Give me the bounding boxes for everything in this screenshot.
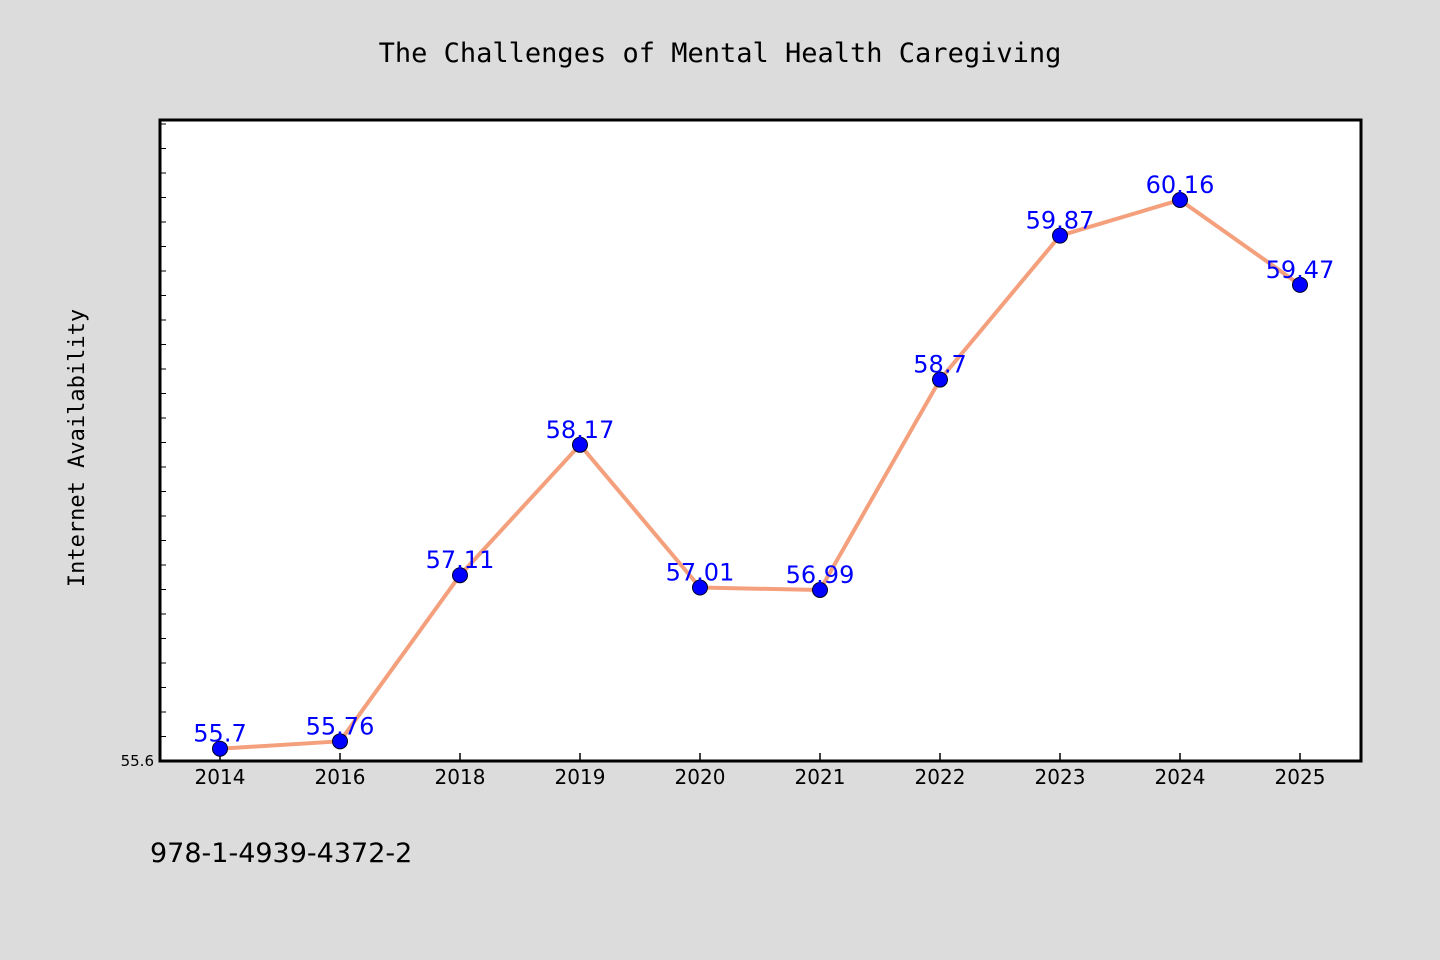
- plot-area: [160, 120, 1361, 761]
- data-label: 59.47: [1266, 256, 1335, 284]
- data-label: 55.76: [306, 712, 375, 740]
- data-label: 58.7: [913, 351, 966, 379]
- y-axis-label: Internet Availability: [65, 309, 90, 587]
- data-label: 59.87: [1026, 207, 1095, 235]
- data-point: [332, 733, 348, 750]
- x-tick-label: 2025: [1275, 765, 1326, 789]
- data-point: [452, 567, 468, 584]
- data-label: 57.11: [426, 546, 495, 574]
- data-label: 58.17: [546, 416, 615, 444]
- data-point: [812, 581, 828, 598]
- x-tick-label: 2022: [915, 765, 966, 789]
- data-label: 60.16: [1146, 171, 1215, 199]
- x-tick-label: 2020: [675, 765, 726, 789]
- data-point: [692, 579, 708, 596]
- x-tick-label: 2021: [795, 765, 846, 789]
- isbn-text: 978-1-4939-4372-2: [150, 838, 412, 869]
- x-tick-label: 2018: [435, 765, 486, 789]
- series-line: [219, 197, 1302, 751]
- x-tick-label: 2014: [195, 765, 246, 789]
- data-label: 56.99: [786, 561, 855, 589]
- data-point: [1172, 191, 1188, 208]
- plot-frame: [158, 118, 1363, 763]
- data-label: 55.7: [193, 720, 246, 748]
- data-point: [1292, 276, 1308, 293]
- x-tick-label: 2023: [1035, 765, 1086, 789]
- x-tick-label: 2019: [555, 765, 606, 789]
- y-tick-label: 55.6: [121, 752, 154, 770]
- data-point: [932, 371, 948, 388]
- data-point: [212, 740, 228, 757]
- x-tick-label: 2024: [1155, 765, 1206, 789]
- x-axis: 2014 2016 2018 2019 2020 2021 2022 2023 2024 2025: [195, 753, 1326, 789]
- series-layer: 55.7 55.76 57.11 58.17 57.01 56.99 58.7 59.87 60…: [193, 171, 1335, 757]
- data-point: [572, 436, 588, 453]
- chart-title: The Challenges of Mental Health Caregivi…: [379, 38, 1062, 69]
- data-label: 57.01: [666, 559, 735, 587]
- x-tick-label: 2016: [315, 765, 366, 789]
- data-point: [1052, 227, 1068, 244]
